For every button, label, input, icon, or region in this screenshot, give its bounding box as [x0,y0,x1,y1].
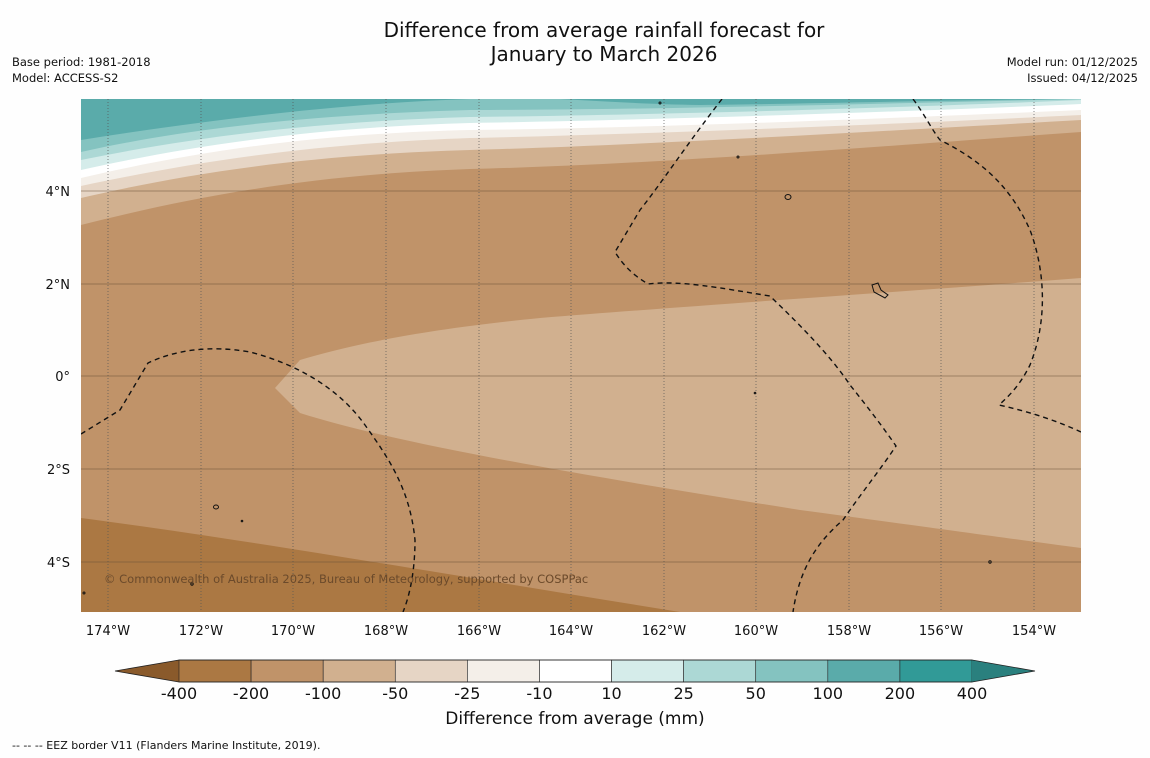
colorbar-box [611,659,684,683]
band-plus-100-west [81,99,470,140]
latitude-labels: 4°N 2°N 0° 2°S 4°S [46,185,71,571]
base-model-info: Base period: 1981-2018 Model: ACCESS-S2 [12,54,151,86]
eez-border-east [912,99,1081,433]
colorbar-tick-label: -400 [161,684,197,703]
colorbar-box [394,659,468,683]
eez-footnote: -- -- -- EEZ border V11 (Flanders Marine… [12,739,321,752]
island-kiritimati [871,282,889,299]
lat-label-0: 0° [55,370,70,385]
base-period: Base period: 1981-2018 [12,55,151,69]
island-dot-3 [753,391,757,395]
colorbar-box [827,659,901,683]
run-info: Model run: 01/12/2025 Issued: 04/12/2025 [1007,54,1138,86]
island-kiritimati-north [784,194,792,200]
lat-label-4n: 4°N [46,185,71,200]
lon-label-156w: 156°W [919,624,963,639]
islands [82,101,992,595]
colorbar-title: Difference from average (mm) [445,709,705,729]
colorbar-extend-high [972,660,1035,682]
lon-label-168w: 168°W [364,624,408,639]
issued-date: Issued: 04/12/2025 [1027,71,1138,85]
colorbar-tick-label: 400 [957,684,988,703]
island-dot-7 [82,591,86,595]
lon-label-162w: 162°W [642,624,686,639]
colorbar-box [322,659,396,683]
lon-label-164w: 164°W [549,624,593,639]
colorbar-boxes [178,659,973,683]
island-dot-6 [988,560,992,564]
title-line-1: Difference from average rainfall forecas… [383,18,825,42]
colorbar-tick-label: 50 [746,684,766,703]
eez-borders [81,99,1081,612]
colorbar-box [467,659,540,683]
lon-label-158w: 158°W [827,624,871,639]
colorbar-extend-low [115,660,179,682]
island-dot-5 [190,582,194,586]
latitude-gridlines [81,190,1081,563]
colorbar-tick-label: -25 [454,684,480,703]
colorbar-tick-label: -10 [526,684,552,703]
colorbar-outline [114,659,1036,683]
colorbar-box [899,659,973,683]
colorbar-tick-label: 200 [885,684,916,703]
lat-label-2n: 2°N [46,278,71,293]
island-dot-2 [658,101,662,105]
model-run: Model run: 01/12/2025 [1006,55,1138,69]
colorbar-tick-label: 10 [601,684,621,703]
rainfall-map: © Commonwealth of Australia 2025, Bureau… [81,99,1081,612]
band-minus-200 [81,518,680,612]
title-line-2: January to March 2026 [490,42,718,66]
lon-label-170w: 170°W [271,624,315,639]
lon-label-166w: 166°W [457,624,501,639]
lon-label-172w: 172°W [179,624,223,639]
map-title: Difference from average rainfall forecas… [0,18,1150,66]
island-west [213,504,219,510]
colorbar-tick-label: -200 [233,684,269,703]
lon-label-160w: 160°W [734,624,778,639]
band-minus-50-equatorial [275,278,1081,548]
colorbar-tick-label: -50 [382,684,408,703]
copyright-text: © Commonwealth of Australia 2025, Bureau… [104,572,588,586]
lat-label-2s: 2°S [47,463,70,478]
colorbar-box [539,659,612,683]
longitude-labels: 174°W 172°W 170°W 168°W 166°W 164°W 162°… [86,624,1056,639]
lon-label-154w: 154°W [1012,624,1056,639]
island-dot-1 [736,155,740,159]
lon-label-174w: 174°W [86,624,130,639]
colorbar-tick-label: 100 [813,684,844,703]
colorbar-box [755,659,829,683]
colorbar-box [178,659,252,683]
island-dot-4 [240,519,244,523]
colorbar-box [683,659,757,683]
colorbar: -400 -200 -100 -50 -25 -10 10 25 50 100 200 400 [114,659,1036,703]
colorbar-box [250,659,324,683]
model-name: Model: ACCESS-S2 [12,71,119,85]
colorbar-tick-label: -100 [305,684,341,703]
band-plus-50 [81,99,1081,152]
colorbar-tick-labels: -400 -200 -100 -50 -25 -10 10 25 50 100 200 400 [161,684,987,703]
eez-border-west [81,348,416,612]
lat-label-4s: 4°S [47,556,70,571]
colorbar-tick-label: 25 [673,684,693,703]
band-plus-100-east [560,99,1081,105]
